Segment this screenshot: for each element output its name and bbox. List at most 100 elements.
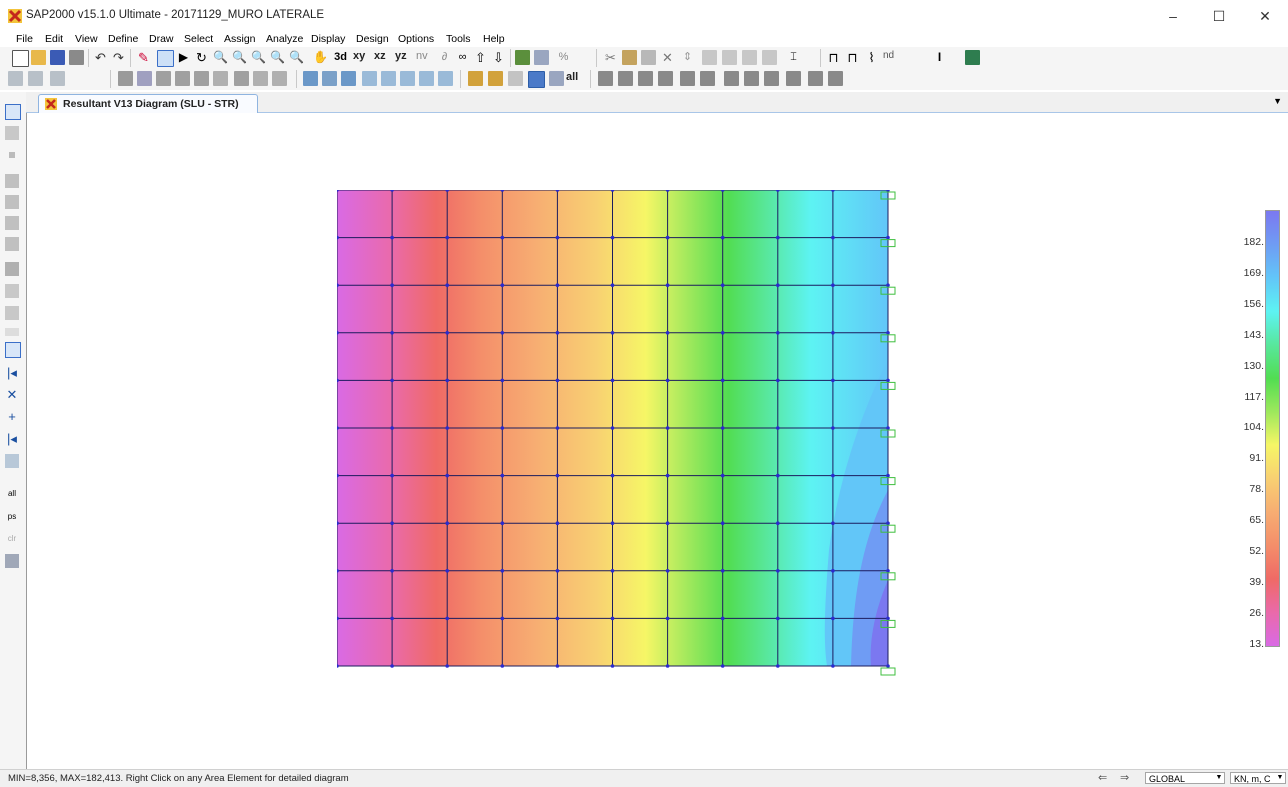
assign-spring-icon[interactable] — [137, 71, 152, 86]
frame-icon[interactable] — [722, 50, 737, 65]
assign-load-icon[interactable] — [194, 71, 209, 86]
snap-lines-icon[interactable]: |◂ — [7, 431, 17, 446]
close-button[interactable]: ✕ — [1259, 8, 1271, 24]
tab-list-dropdown-icon[interactable]: ▼ — [1273, 96, 1282, 106]
steel-design-icon[interactable] — [618, 71, 633, 86]
refresh-window-icon[interactable]: ↻ — [196, 50, 207, 65]
show-plot-functions-icon[interactable] — [438, 71, 453, 86]
menu-define[interactable]: Define — [108, 33, 139, 45]
draw-braces-icon[interactable] — [5, 216, 19, 230]
quick-draw-area-icon[interactable] — [5, 306, 19, 320]
lock-model-icon[interactable] — [157, 50, 174, 67]
show-forces-icon[interactable] — [362, 71, 377, 86]
pointer-icon[interactable] — [5, 104, 21, 120]
area-load-icon[interactable] — [272, 71, 287, 86]
clear-selection-icon[interactable] — [549, 71, 564, 86]
truss-icon[interactable]: ⌇ — [868, 50, 875, 65]
area-contour-diagram[interactable] — [337, 190, 903, 676]
show-undeformed-icon[interactable] — [303, 71, 318, 86]
pan-icon[interactable]: ✋ — [313, 50, 328, 64]
assign-icon[interactable]: % — [558, 51, 569, 63]
select-all-button[interactable]: all — [566, 71, 579, 83]
assign-restraint-icon[interactable] — [118, 71, 133, 86]
select-poly-icon[interactable] — [508, 71, 523, 86]
nv-view-button[interactable]: nv — [416, 50, 428, 62]
set-display-icon[interactable] — [534, 50, 549, 65]
coordinate-system-select[interactable]: GLOBAL ▼ — [1145, 772, 1225, 784]
zoom-in-icon[interactable]: 🔍 — [251, 50, 266, 64]
snap-perpendicular-icon[interactable]: + — [8, 409, 16, 424]
maximize-button[interactable]: ☐ — [1212, 8, 1226, 24]
snap-intersections-icon[interactable]: ✕ — [6, 387, 18, 402]
show-loads-icon[interactable] — [322, 71, 337, 86]
design-reports-icon[interactable] — [764, 71, 779, 86]
zoom-fit-icon[interactable]: 🔍 — [289, 50, 304, 64]
draw-poly-area-icon[interactable] — [5, 262, 19, 276]
show-deformed-icon[interactable] — [341, 71, 356, 86]
zoom-restore-icon[interactable]: 🔍 — [232, 50, 247, 64]
snap-fine-grid-icon[interactable] — [5, 454, 19, 468]
new-model-icon[interactable] — [12, 50, 29, 67]
arrow-right-icon[interactable]: ⇒ — [1120, 772, 1130, 784]
draw-rect-area-icon[interactable] — [5, 284, 19, 298]
frame-temperature-icon[interactable] — [253, 71, 268, 86]
menu-edit[interactable]: Edit — [45, 33, 64, 45]
arrow-left-icon[interactable]: ⇐ — [1098, 772, 1108, 784]
select-intersecting-icon[interactable] — [488, 71, 503, 86]
snap-intersection-icon[interactable] — [50, 71, 65, 86]
perspective-icon[interactable]: ∞ — [458, 51, 467, 63]
nd-button[interactable]: nd — [883, 50, 895, 61]
cut-icon[interactable]: ✂ — [605, 50, 616, 65]
pencil-icon[interactable]: ✎ — [138, 50, 149, 65]
quick-draw-frame-icon[interactable] — [5, 195, 19, 209]
snap-points-icon[interactable] — [5, 342, 21, 358]
xz-view-button[interactable]: xz — [374, 50, 386, 62]
snap-ends-icon[interactable]: |◂ — [7, 365, 17, 380]
previous-select-icon[interactable]: ps — [7, 512, 17, 521]
open-icon[interactable] — [31, 50, 46, 65]
menu-analyze[interactable]: Analyze — [266, 33, 304, 45]
copy-icon[interactable] — [622, 50, 637, 65]
snap-icon[interactable] — [8, 71, 23, 86]
reshape-icon[interactable] — [5, 126, 19, 140]
zoom-out-icon[interactable]: 🔍 — [270, 50, 285, 64]
minimize-button[interactable]: – — [1169, 8, 1177, 24]
save-icon[interactable] — [50, 50, 65, 65]
draw-joint-icon[interactable] — [9, 152, 15, 158]
move-down-icon[interactable]: ⇩ — [493, 50, 504, 65]
menu-options[interactable]: Options — [398, 33, 435, 45]
menu-assign[interactable]: Assign — [224, 33, 256, 45]
menu-design[interactable]: Design — [356, 33, 389, 45]
object-shrink-icon[interactable] — [515, 50, 530, 65]
design-icon[interactable] — [598, 71, 613, 86]
paste-icon[interactable] — [641, 50, 656, 65]
draw-secondary-beams-icon[interactable] — [5, 237, 19, 251]
section-icon[interactable] — [762, 50, 777, 65]
design-combinations-icon[interactable] — [724, 71, 739, 86]
i-beam-icon[interactable]: I — [937, 50, 942, 64]
show-influence-icon[interactable] — [400, 71, 415, 86]
menu-tools[interactable]: Tools — [446, 33, 471, 45]
menu-display[interactable]: Display — [311, 33, 346, 45]
select-all-icon[interactable]: all — [7, 489, 16, 498]
draw-frame-icon[interactable] — [5, 174, 19, 188]
tab-resultant-v13-diagram[interactable]: Resultant V13 Diagram (SLU - STR) — [38, 94, 258, 113]
3d-view-icon[interactable]: 3d — [334, 51, 347, 63]
frame-section-icon[interactable]: ⊓ — [828, 50, 839, 65]
intersecting-line-select-icon[interactable] — [5, 554, 19, 568]
zoom-window-icon[interactable]: 🔍 — [213, 50, 228, 64]
display-options-icon[interactable] — [528, 71, 545, 88]
area-icon[interactable] — [742, 50, 757, 65]
units-select[interactable]: KN, m, C ▼ — [1230, 772, 1286, 784]
deformed-shape-icon[interactable]: ⌶ — [790, 51, 797, 63]
design-details-icon[interactable] — [680, 71, 695, 86]
design-info-icon[interactable] — [700, 71, 715, 86]
show-response-icon[interactable] — [419, 71, 434, 86]
delete-icon[interactable]: ✕ — [662, 50, 673, 65]
joint-icon[interactable] — [702, 50, 717, 65]
undo-icon[interactable]: ↶ — [95, 50, 106, 65]
assign-section-icon[interactable] — [156, 71, 171, 86]
rotate-3d-icon[interactable]: ∂ — [441, 51, 448, 63]
design-tables-icon[interactable] — [744, 71, 759, 86]
design-lock-icon[interactable] — [808, 71, 823, 86]
